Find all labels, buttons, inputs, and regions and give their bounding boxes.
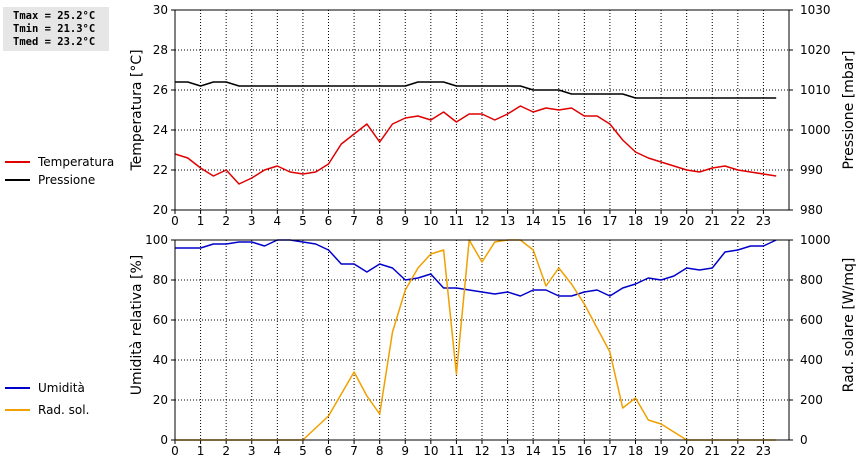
- x-tick-label: 17: [602, 214, 617, 228]
- tmed-label: Tmed = 23.2°C: [13, 36, 96, 48]
- x-tick-label: 2: [222, 444, 230, 458]
- x-tick-label: 13: [500, 214, 515, 228]
- y-right-tick-label: 980: [800, 203, 823, 217]
- x-tick-label: 13: [500, 444, 515, 458]
- y-right-tick-label: 1020: [800, 43, 831, 57]
- legend-label-rad-sol: Rad. sol.: [38, 403, 89, 417]
- y-right-tick-label: 1000: [800, 233, 831, 247]
- y-right-tick-label: 990: [800, 163, 823, 177]
- x-tick-label: 15: [551, 214, 566, 228]
- temperature-axis-label: Temperatura [°C]: [129, 49, 145, 171]
- stats-box: Tmax = 25.2°C Tmin = 21.3°C Tmed = 23.2°…: [3, 7, 109, 51]
- x-tick-label: 20: [679, 444, 694, 458]
- x-tick-label: 18: [628, 444, 643, 458]
- x-tick-label: 6: [325, 214, 333, 228]
- y-left-tick-label: 28: [153, 43, 168, 57]
- plot-frame: [174, 9, 790, 211]
- y-right-tick-label: 200: [800, 393, 823, 407]
- y-right-tick-label: 600: [800, 313, 823, 327]
- y-left-tick-label: 20: [153, 203, 168, 217]
- x-tick-label: 9: [401, 444, 409, 458]
- series-line-temperatura: [174, 105, 777, 185]
- y-right-tick-label: 1030: [800, 3, 831, 17]
- x-tick-label: 1: [197, 444, 205, 458]
- y-right-tick-label: 800: [800, 273, 823, 287]
- y-right-tick-label: 1010: [800, 83, 831, 97]
- temperature-pressure-chart: Temperatura [°C] Pressione [mbar] 202224…: [5, 3, 857, 228]
- tmin-label: Tmin = 21.3°C: [13, 23, 96, 35]
- plot-frame: [174, 239, 790, 441]
- x-tick-label: 12: [474, 214, 489, 228]
- humidity-radiation-chart: Umidità relativa [%] Rad. solare [W/mq] …: [5, 233, 857, 458]
- x-tick-label: 7: [350, 444, 358, 458]
- x-tick-label: 20: [679, 214, 694, 228]
- x-tick-label: 10: [423, 214, 438, 228]
- series-line-rad-sol: [175, 239, 777, 441]
- x-tick-label: 22: [730, 214, 745, 228]
- x-tick-label: 6: [325, 444, 333, 458]
- x-tick-label: 23: [756, 214, 771, 228]
- x-tick-label: 23: [756, 444, 771, 458]
- x-tick-label: 3: [248, 444, 256, 458]
- x-tick-label: 3: [248, 214, 256, 228]
- x-tick-label: 16: [577, 214, 592, 228]
- pressure-axis-label: Pressione [mbar]: [841, 50, 857, 169]
- x-tick-label: 11: [449, 444, 464, 458]
- x-tick-label: 8: [376, 444, 384, 458]
- humidity-axis-label: Umidità relativa [%]: [129, 255, 145, 396]
- legend-label-temperatura: Temperatura: [37, 155, 114, 169]
- y-left-tick-label: 60: [153, 313, 168, 327]
- x-tick-label: 10: [423, 444, 438, 458]
- x-tick-label: 14: [526, 214, 541, 228]
- x-tick-label: 8: [376, 214, 384, 228]
- y-left-tick-label: 80: [153, 273, 168, 287]
- y-left-tick-label: 0: [160, 433, 168, 447]
- x-tick-label: 14: [526, 444, 541, 458]
- y-left-tick-label: 30: [153, 3, 168, 17]
- radiation-axis-label: Rad. solare [W/mq]: [841, 258, 857, 393]
- x-tick-label: 15: [551, 444, 566, 458]
- y-left-tick-label: 26: [153, 83, 168, 97]
- x-tick-label: 21: [705, 444, 720, 458]
- x-tick-label: 4: [274, 214, 282, 228]
- y-left-tick-label: 22: [153, 163, 168, 177]
- legend-label-umidit: Umidità: [38, 381, 85, 395]
- y-left-tick-label: 20: [153, 393, 168, 407]
- legend-label-pressione: Pressione: [38, 173, 95, 187]
- x-tick-label: 5: [299, 214, 307, 228]
- y-right-tick-label: 0: [800, 433, 808, 447]
- x-tick-label: 12: [474, 444, 489, 458]
- series-line-pressione: [175, 81, 777, 99]
- tmax-label: Tmax = 25.2°C: [13, 10, 96, 22]
- x-tick-label: 1: [197, 214, 205, 228]
- y-left-tick-label: 100: [145, 233, 168, 247]
- x-tick-label: 19: [653, 444, 668, 458]
- x-tick-label: 9: [401, 214, 409, 228]
- x-tick-label: 21: [705, 214, 720, 228]
- x-tick-label: 4: [274, 444, 282, 458]
- x-tick-label: 0: [171, 214, 179, 228]
- y-right-tick-label: 1000: [800, 123, 831, 137]
- x-tick-label: 7: [350, 214, 358, 228]
- y-right-tick-label: 400: [800, 353, 823, 367]
- x-tick-label: 17: [602, 444, 617, 458]
- x-tick-label: 19: [653, 214, 668, 228]
- x-tick-label: 2: [222, 214, 230, 228]
- x-tick-label: 18: [628, 214, 643, 228]
- x-tick-label: 0: [171, 444, 179, 458]
- x-tick-label: 22: [730, 444, 745, 458]
- x-tick-label: 5: [299, 444, 307, 458]
- x-tick-label: 11: [449, 214, 464, 228]
- x-tick-label: 16: [577, 444, 592, 458]
- series-line-umidit: [175, 239, 777, 297]
- y-left-tick-label: 40: [153, 353, 168, 367]
- y-left-tick-label: 24: [153, 123, 168, 137]
